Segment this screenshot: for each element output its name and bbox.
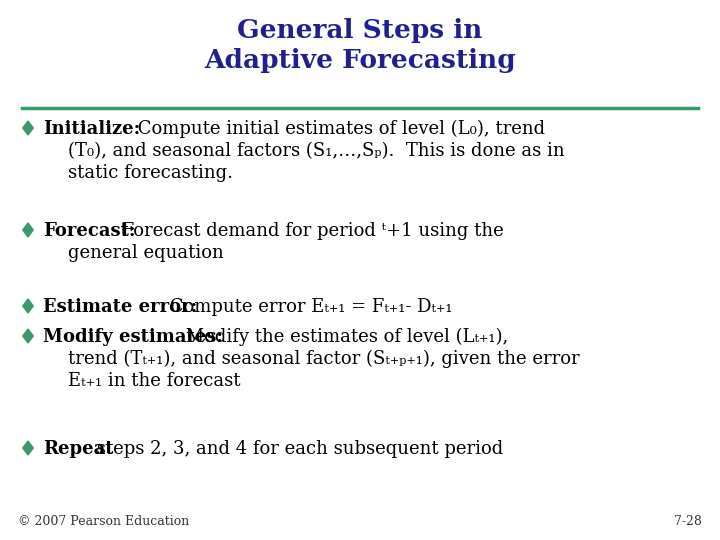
Text: Compute initial estimates of level (L₀), trend: Compute initial estimates of level (L₀),…: [132, 120, 545, 138]
Text: Forecast demand for period ᵗ+1 using the: Forecast demand for period ᵗ+1 using the: [115, 222, 503, 240]
Text: (T₀), and seasonal factors (S₁,…,Sₚ).  This is done as in: (T₀), and seasonal factors (S₁,…,Sₚ). Th…: [68, 142, 564, 160]
Text: Eₜ₊₁ in the forecast: Eₜ₊₁ in the forecast: [68, 372, 240, 390]
Text: general equation: general equation: [68, 244, 224, 262]
Text: steps 2, 3, and 4 for each subsequent period: steps 2, 3, and 4 for each subsequent pe…: [91, 440, 503, 458]
Text: Modify the estimates of level (Lₜ₊₁),: Modify the estimates of level (Lₜ₊₁),: [180, 328, 508, 346]
Text: static forecasting.: static forecasting.: [68, 164, 233, 182]
Text: General Steps in
Adaptive Forecasting: General Steps in Adaptive Forecasting: [204, 18, 516, 73]
Text: Forecast:: Forecast:: [43, 222, 135, 240]
Text: Initialize:: Initialize:: [43, 120, 140, 138]
Text: trend (Tₜ₊₁), and seasonal factor (Sₜ₊ₚ₊₁), given the error: trend (Tₜ₊₁), and seasonal factor (Sₜ₊ₚ₊…: [68, 350, 580, 368]
Text: Estimate error:: Estimate error:: [43, 298, 197, 316]
Polygon shape: [23, 121, 33, 135]
Text: Compute error Eₜ₊₁ = Fₜ₊₁- Dₜ₊₁: Compute error Eₜ₊₁ = Fₜ₊₁- Dₜ₊₁: [164, 298, 452, 316]
Text: 7-28: 7-28: [674, 515, 702, 528]
Text: Repeat: Repeat: [43, 440, 114, 458]
Polygon shape: [23, 329, 33, 343]
Polygon shape: [23, 223, 33, 237]
Polygon shape: [23, 441, 33, 455]
Polygon shape: [23, 299, 33, 313]
Text: Modify estimates:: Modify estimates:: [43, 328, 223, 346]
Text: © 2007 Pearson Education: © 2007 Pearson Education: [18, 515, 189, 528]
